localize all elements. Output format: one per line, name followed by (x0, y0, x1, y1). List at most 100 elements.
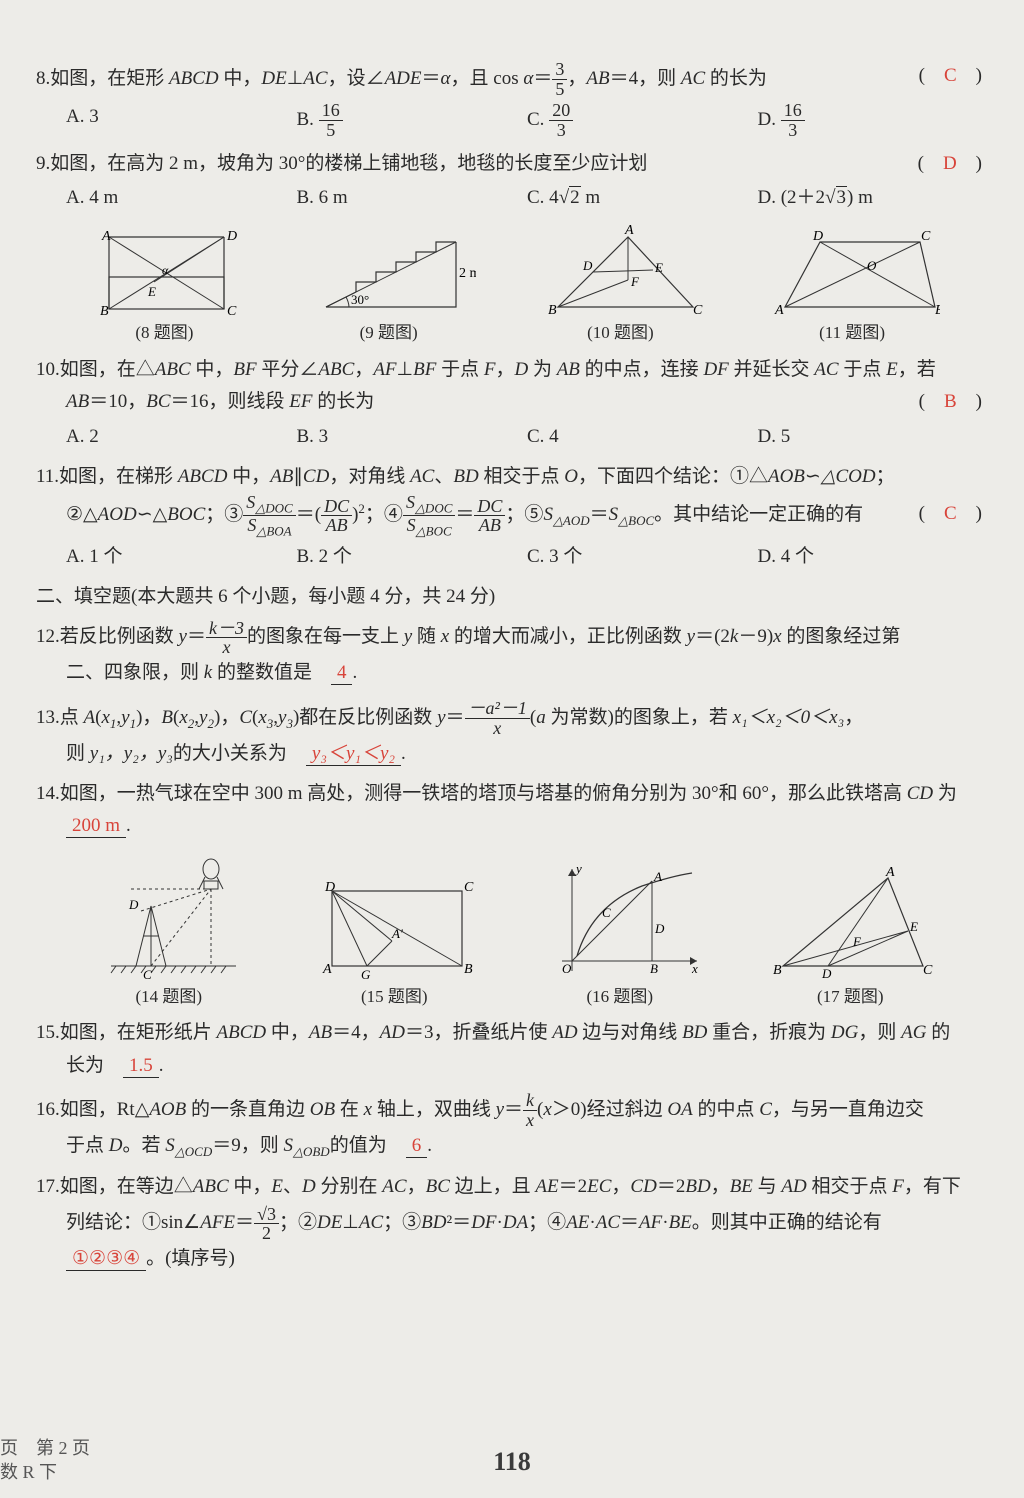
q14-answer: 200 m (66, 815, 126, 838)
q9-answer-paren: ( D ) (918, 148, 982, 180)
svg-text:2 m: 2 m (459, 266, 476, 281)
q8-opt-b: B. 165 (297, 101, 528, 140)
q13-answer: y₃＜y₁＜y₂ (306, 743, 401, 766)
q11-opt-d: D. 4 个 (758, 541, 989, 573)
fig-10: A B C D E F (10 题图) (533, 222, 708, 348)
svg-text:x: x (691, 961, 698, 976)
svg-text:B: B (464, 962, 473, 977)
svg-text:A: A (774, 303, 784, 317)
q10-opt-c: C. 4 (527, 421, 758, 453)
svg-text:F: F (852, 934, 862, 949)
question-12: 12.若反比例函数 y＝k－3x的图象在每一支上 y 随 x 的增大而减小，正比… (36, 617, 988, 689)
fig-16: A C D O B x y (16 题图) (532, 861, 707, 1012)
svg-text:E: E (654, 260, 663, 275)
svg-text:C: C (464, 880, 474, 895)
svg-text:A: A (624, 223, 634, 238)
svg-text:B: B (650, 961, 658, 976)
svg-text:F: F (630, 274, 640, 289)
q9-text: 9.如图，在高为 2 m，坡角为 30°的楼梯上铺地毯，地毯的长度至少应计划 (… (36, 148, 988, 180)
svg-text:A: A (885, 866, 895, 880)
q8-text: 8.如图，在矩形 ABCD 中，DE⊥AC，设∠ADE＝α，且 cos α＝35… (36, 60, 988, 99)
fig-8: A D B C E α (8 题图) (84, 222, 244, 348)
q9-opt-b: B. 6 m (297, 182, 528, 214)
svg-text:G: G (361, 967, 371, 981)
q14-answer-line: 200 m. (66, 810, 988, 842)
q8-opt-a: A. 3 (66, 101, 297, 140)
figure-row-1: A D B C E α (8 题图) 30° 2 m (9 题图) A B (56, 222, 968, 348)
question-10: 10.如图，在△ABC 中，BF 平分∠ABC，AF⊥BF 于点 F，D 为 A… (36, 354, 988, 453)
q16-answer: 6 (406, 1135, 428, 1158)
fig11-caption: (11 题图) (765, 319, 940, 348)
svg-text:E: E (147, 284, 156, 299)
question-8: 8.如图，在矩形 ABCD 中，DE⊥AC，设∠ADE＝α，且 cos α＝35… (36, 60, 988, 140)
svg-text:C: C (923, 963, 933, 978)
svg-text:D: D (821, 966, 832, 981)
q13-line2: 则 y₁，y₂，y₃的大小关系为 y₃＜y₁＜y₂. (66, 738, 988, 770)
svg-text:A′: A′ (391, 926, 403, 941)
fig15-caption: (15 题图) (307, 983, 482, 1012)
q11-opt-b: B. 2 个 (297, 541, 528, 573)
q10-opt-a: A. 2 (66, 421, 297, 453)
fig16-caption: (16 题图) (532, 983, 707, 1012)
svg-text:B: B (100, 304, 109, 317)
q10-opt-b: B. 3 (297, 421, 528, 453)
q12-line2: 二、四象限，则 k 的整数值是 4. (66, 657, 988, 689)
q15-answer: 1.5 (123, 1055, 159, 1078)
q16-line1: 16.如图，Rt△AOB 的一条直角边 OB 在 x 轴上，双曲线 y＝kx(x… (36, 1090, 988, 1130)
q14-text: 14.如图，一热气球在空中 300 m 高处，测得一铁塔的塔顶与塔基的俯角分别为… (36, 778, 988, 810)
q11-opt-a: A. 1 个 (66, 541, 297, 573)
svg-text:α: α (162, 263, 169, 277)
svg-text:A: A (101, 229, 111, 244)
svg-text:A: A (322, 962, 332, 977)
section-2-header: 二、填空题(本大题共 6 个小题，每小题 4 分，共 24 分) (36, 581, 988, 613)
fig9-caption: (9 题图) (301, 319, 476, 348)
q10-options: A. 2 B. 3 C. 4 D. 5 (66, 421, 988, 453)
fig-14: D C (14 题图) (81, 851, 256, 1012)
q11-opt-c: C. 3 个 (527, 541, 758, 573)
question-15: 15.如图，在矩形纸片 ABCD 中，AB＝4，AD＝3，折叠纸片使 AD 边与… (36, 1017, 988, 1082)
svg-text:y: y (574, 861, 582, 876)
q11-answer-paren: ( C ) (919, 493, 982, 535)
svg-text:B: B (935, 303, 940, 317)
q10-opt-d: D. 5 (758, 421, 989, 453)
q16-line2: 于点 D。若 S△OCD＝9，则 S△OBD的值为 6. (66, 1130, 988, 1163)
q17-line1: 17.如图，在等边△ABC 中，E、D 分别在 AC，BC 边上，且 AE＝2E… (36, 1171, 988, 1203)
svg-text:A: A (653, 869, 662, 884)
fig14-caption: (14 题图) (81, 983, 256, 1012)
q17-answer: ①②③④ (66, 1248, 146, 1271)
q9-opt-c: C. 42 m (527, 182, 758, 214)
q17-line3: ①②③④。(填序号) (66, 1243, 988, 1275)
q13-line1: 13.点 A(x1,y1)，B(x2,y2)，C(x3,y3)都在反比例函数 y… (36, 698, 988, 738)
svg-text:O: O (867, 258, 877, 273)
svg-text:B: B (773, 963, 782, 978)
fig-9: 30° 2 m (9 题图) (301, 222, 476, 348)
question-17: 17.如图，在等边△ABC 中，E、D 分别在 AC，BC 边上，且 AE＝2E… (36, 1171, 988, 1276)
question-14: 14.如图，一热气球在空中 300 m 高处，测得一铁塔的塔顶与塔基的俯角分别为… (36, 778, 988, 843)
q10-line2: AB＝10，BC＝16，则线段 EF 的长为 ( B ) (66, 386, 988, 418)
question-9: 9.如图，在高为 2 m，坡角为 30°的楼梯上铺地毯，地毯的长度至少应计划 (… (36, 148, 988, 215)
q11-line2: ②△AOD∽△BOC；③S△DOCS△BOA＝(DCAB)2；④S△DOCS△B… (66, 493, 988, 538)
svg-text:C: C (693, 303, 703, 317)
q12-line1: 12.若反比例函数 y＝k－3x的图象在每一支上 y 随 x 的增大而减小，正比… (36, 617, 988, 657)
q9-options: A. 4 m B. 6 m C. 42 m D. (2＋23) m (66, 182, 988, 214)
q15-line2: 长为 1.5. (66, 1050, 988, 1082)
svg-text:C: C (143, 967, 152, 981)
question-11: 11.如图，在梯形 ABCD 中，AB∥CD，对角线 AC、BD 相交于点 O，… (36, 461, 988, 573)
fig17-caption: (17 题图) (758, 983, 943, 1012)
q8-opt-d: D. 163 (758, 101, 989, 140)
svg-text:O: O (562, 961, 572, 976)
q17-line2: 列结论：①sin∠AFE＝√32；②DE⊥AC；③BD²＝DF·DA；④AE·A… (66, 1203, 988, 1243)
q10-line1: 10.如图，在△ABC 中，BF 平分∠ABC，AF⊥BF 于点 F，D 为 A… (36, 354, 988, 386)
page-number: 118 (0, 1440, 1024, 1484)
q9-opt-d: D. (2＋23) m (758, 182, 989, 214)
q8-answer-paren: ( C ) (919, 60, 982, 92)
fig-11: D C A B O (11 题图) (765, 222, 940, 348)
q11-options: A. 1 个 B. 2 个 C. 3 个 D. 4 个 (66, 541, 988, 573)
svg-text:D: D (324, 880, 335, 895)
svg-text:D: D (582, 258, 593, 273)
q8-options: A. 3 B. 165 C. 203 D. 163 (66, 101, 988, 140)
svg-text:C: C (602, 905, 611, 920)
svg-text:C: C (921, 229, 931, 244)
svg-text:D: D (654, 921, 665, 936)
figure-row-2: D C (14 题图) D C A B G A′ (15 题图) A C (56, 851, 968, 1012)
